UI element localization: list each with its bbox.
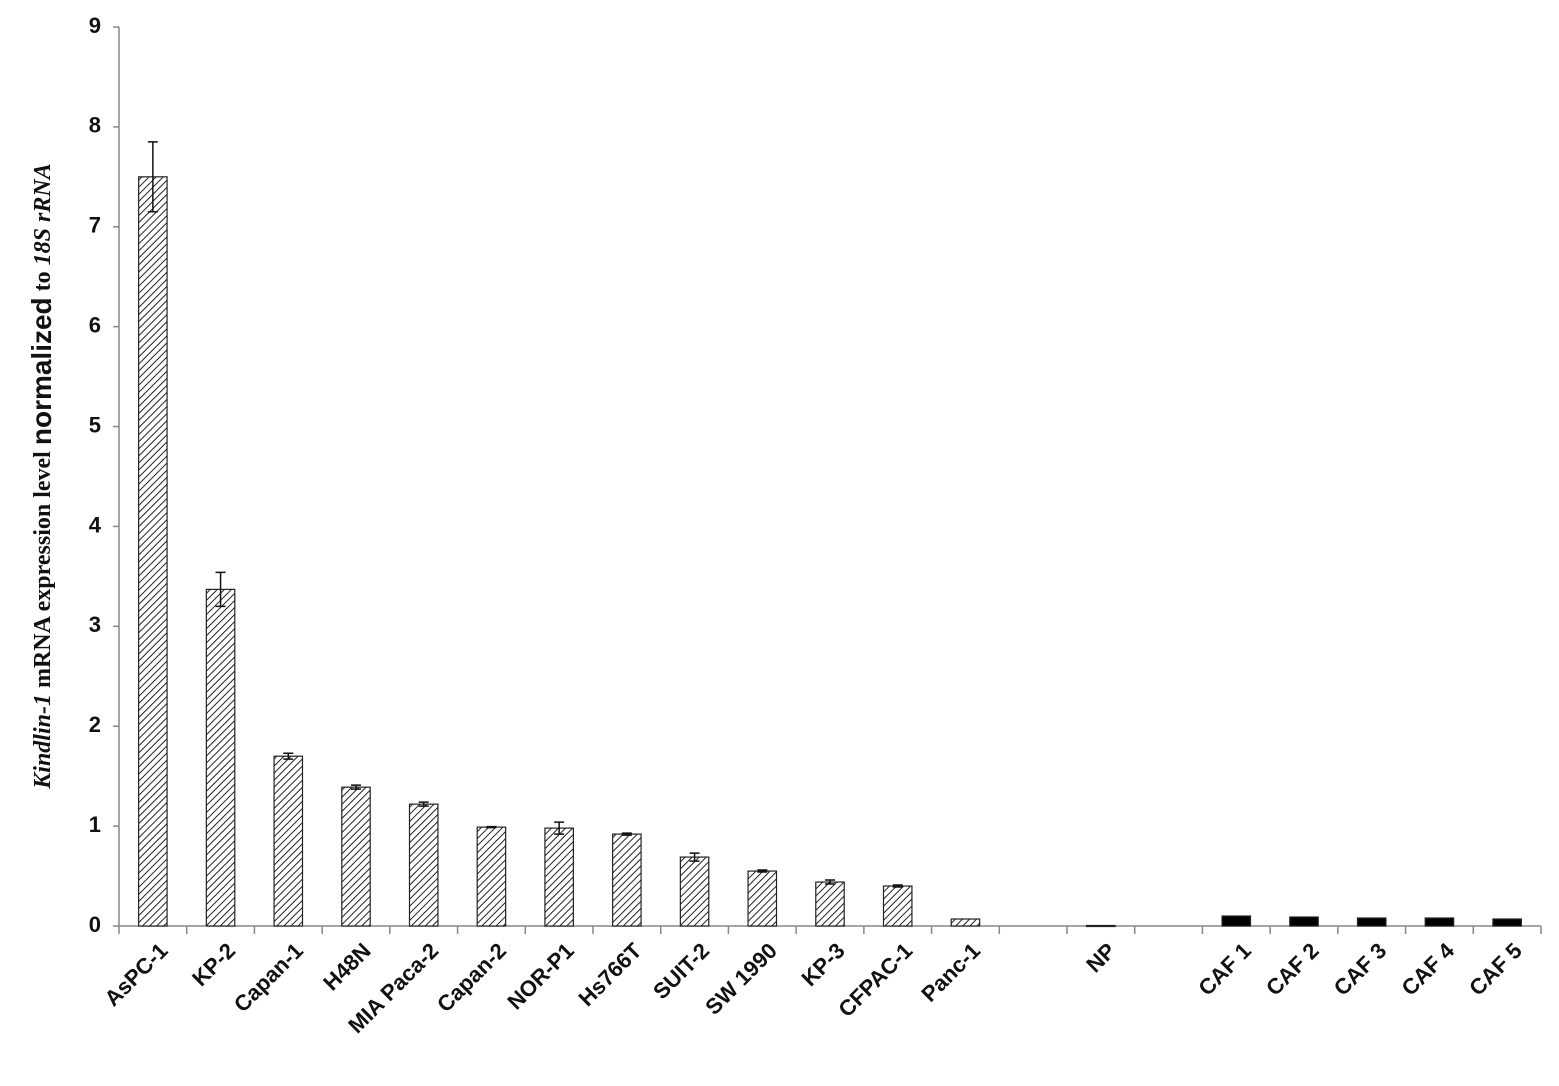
error-bar [283, 752, 294, 760]
bar [1424, 917, 1455, 927]
bar [1289, 916, 1319, 927]
bar [1356, 917, 1387, 927]
bar [544, 827, 574, 927]
y-title-part: mRNA expression level [30, 451, 56, 688]
bar [1221, 915, 1252, 927]
error-bar [486, 825, 497, 829]
bar [747, 870, 778, 927]
y-tick-label: 8 [89, 113, 101, 138]
x-tick-label: SUIT-2 [648, 938, 714, 1004]
error-bar [215, 571, 226, 608]
bar [138, 176, 168, 927]
x-tick-label: AsPC-1 [99, 938, 172, 1011]
y-tick-label: 5 [89, 412, 101, 437]
bar [950, 918, 981, 927]
y-title-part: normalized [26, 297, 57, 445]
y-tick-label: 7 [89, 213, 101, 238]
bar [612, 833, 642, 927]
x-tick-label: Capan-2 [432, 938, 511, 1017]
y-tick-label: 2 [89, 712, 101, 737]
error-bar [554, 821, 565, 835]
y-tick-label: 0 [89, 912, 101, 937]
x-tick-label: CAF 2 [1261, 938, 1324, 1001]
error-bar [351, 784, 361, 790]
y-title-part: Kindlin-1 [30, 694, 56, 790]
y-tick-label: 6 [89, 312, 101, 337]
x-tick-label: Hs766T [573, 938, 646, 1011]
y-title-part: 18S rRNA [30, 163, 56, 265]
bar [341, 786, 371, 927]
error-bar [147, 141, 158, 213]
bar [205, 588, 236, 927]
bar [1086, 924, 1116, 928]
x-tick-label: Panc-1 [916, 938, 985, 1007]
bar [679, 856, 710, 927]
error-bar [757, 869, 768, 873]
x-tick-label: CAF 1 [1193, 938, 1256, 1001]
error-bar [689, 852, 700, 862]
y-axis-title: Kindlin-1 mRNA expression level normaliz… [26, 163, 57, 789]
bar [882, 885, 913, 927]
x-tick-label: CAF 3 [1329, 938, 1392, 1001]
x-tick-label: KP-2 [187, 938, 240, 991]
bar [408, 803, 439, 927]
bar [815, 881, 845, 927]
x-tick-label: SW 1990 [700, 938, 782, 1020]
bar [273, 755, 304, 927]
error-bar [418, 801, 429, 807]
error-bar [892, 884, 903, 888]
x-tick-label: CFPAC-1 [833, 938, 917, 1022]
y-tick-label: 9 [89, 13, 101, 38]
bar [1492, 918, 1522, 927]
x-tick-label: NOR-P1 [502, 938, 578, 1014]
x-tick-label: NP [1081, 938, 1120, 977]
x-tick-label: CAF 5 [1464, 938, 1527, 1001]
y-title-part: to [30, 271, 56, 291]
x-tick-label: Capan-1 [229, 938, 308, 1017]
x-tick-label: H48N [318, 938, 375, 995]
y-tick-label: 1 [89, 812, 101, 837]
y-tick-label: 3 [89, 612, 101, 637]
error-bar [621, 832, 632, 836]
x-tick-label: CAF 4 [1396, 937, 1459, 1000]
y-tick-label: 4 [89, 512, 102, 537]
error-bar [825, 879, 835, 885]
bar [476, 826, 507, 927]
x-tick-label: KP-3 [797, 938, 850, 991]
